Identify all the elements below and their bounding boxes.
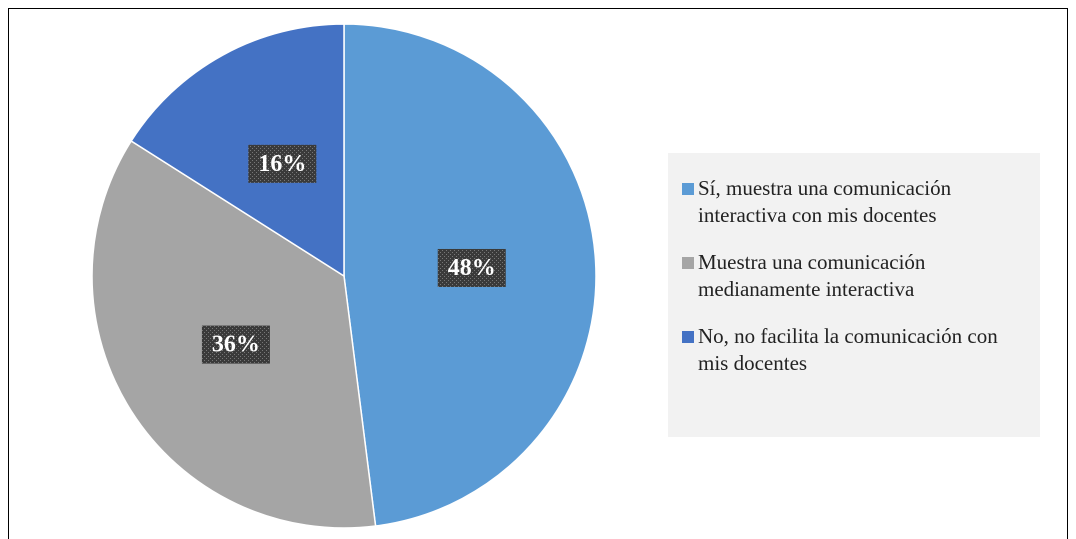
legend-swatch xyxy=(682,331,694,343)
legend-label: Muestra una comunicación medianamente in… xyxy=(698,250,926,301)
data-label: 16% xyxy=(258,151,306,177)
data-label-box xyxy=(248,144,317,183)
data-label: 48% xyxy=(448,255,496,281)
data-label: 36% xyxy=(212,332,260,358)
data-label-box xyxy=(437,248,506,287)
pie-slice xyxy=(130,23,345,278)
legend-entry: Sí, muestra una comunicación interactiva… xyxy=(682,175,1030,229)
legend: Sí, muestra una comunicación interactiva… xyxy=(668,153,1040,437)
legend-entry: No, no facilita la comunicación con mis … xyxy=(682,323,1030,377)
legend-swatch xyxy=(682,183,694,195)
legend-label: Sí, muestra una comunicación interactiva… xyxy=(698,176,952,227)
legend-entry: Muestra una comunicación medianamente in… xyxy=(682,249,1030,303)
data-label-box xyxy=(201,325,270,364)
legend-label: No, no facilita la comunicación con mis … xyxy=(698,324,998,375)
frame xyxy=(8,8,1068,539)
legend-swatch xyxy=(682,257,694,269)
